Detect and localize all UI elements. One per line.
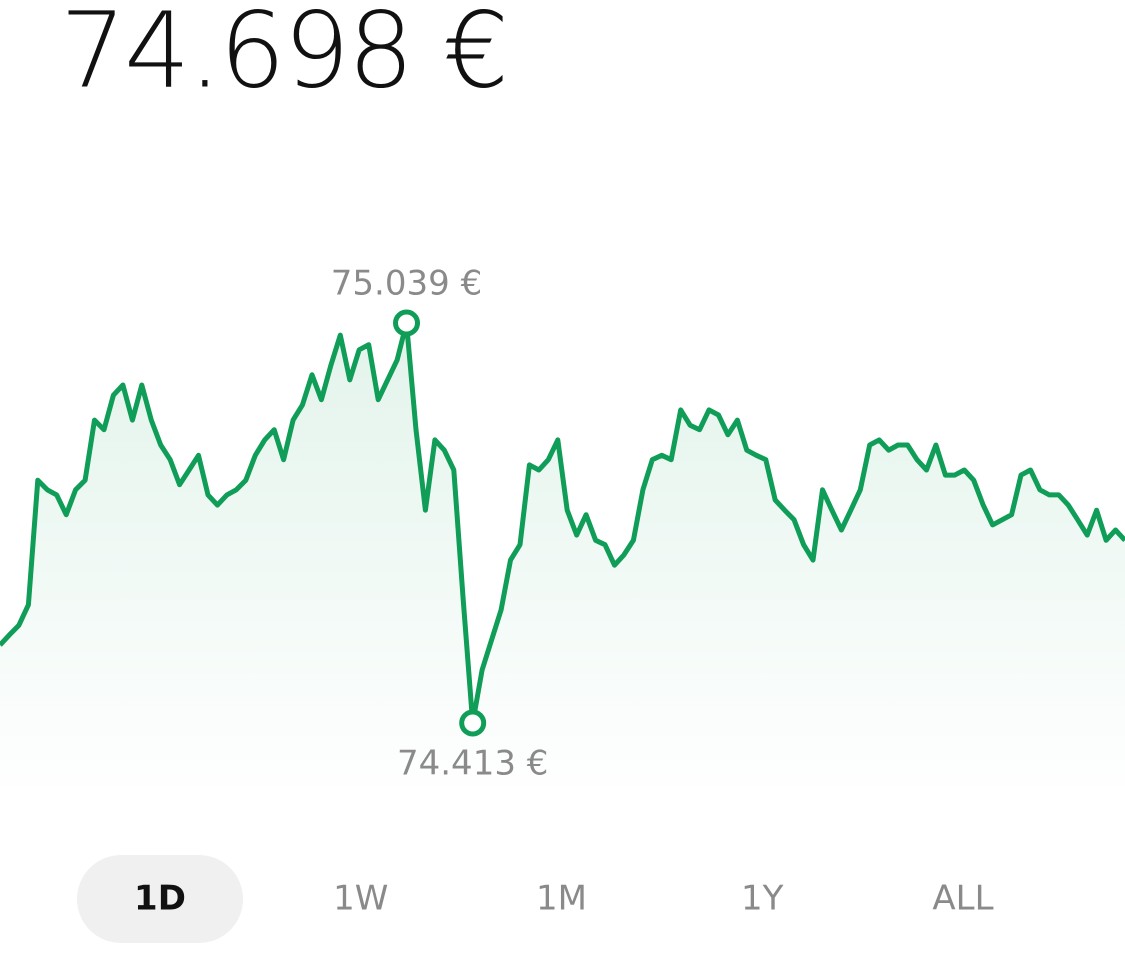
- extreme-marker: [459, 709, 487, 737]
- extreme-label: 74.413 €: [397, 744, 548, 784]
- extreme-marker: [393, 309, 421, 337]
- area-fill: [0, 323, 1125, 800]
- range-tab[interactable]: ALL: [932, 879, 993, 919]
- price: 74.698 €: [60, 0, 507, 111]
- range-tab[interactable]: 1Y: [741, 879, 784, 919]
- tab-selected-bg: [77, 855, 243, 943]
- range-tab[interactable]: 1M: [536, 879, 587, 919]
- extreme-label: 75.039 €: [331, 264, 482, 304]
- range-tab[interactable]: 1D: [134, 879, 186, 919]
- price-line: [0, 320, 1125, 726]
- range-tab[interactable]: 1W: [333, 879, 388, 919]
